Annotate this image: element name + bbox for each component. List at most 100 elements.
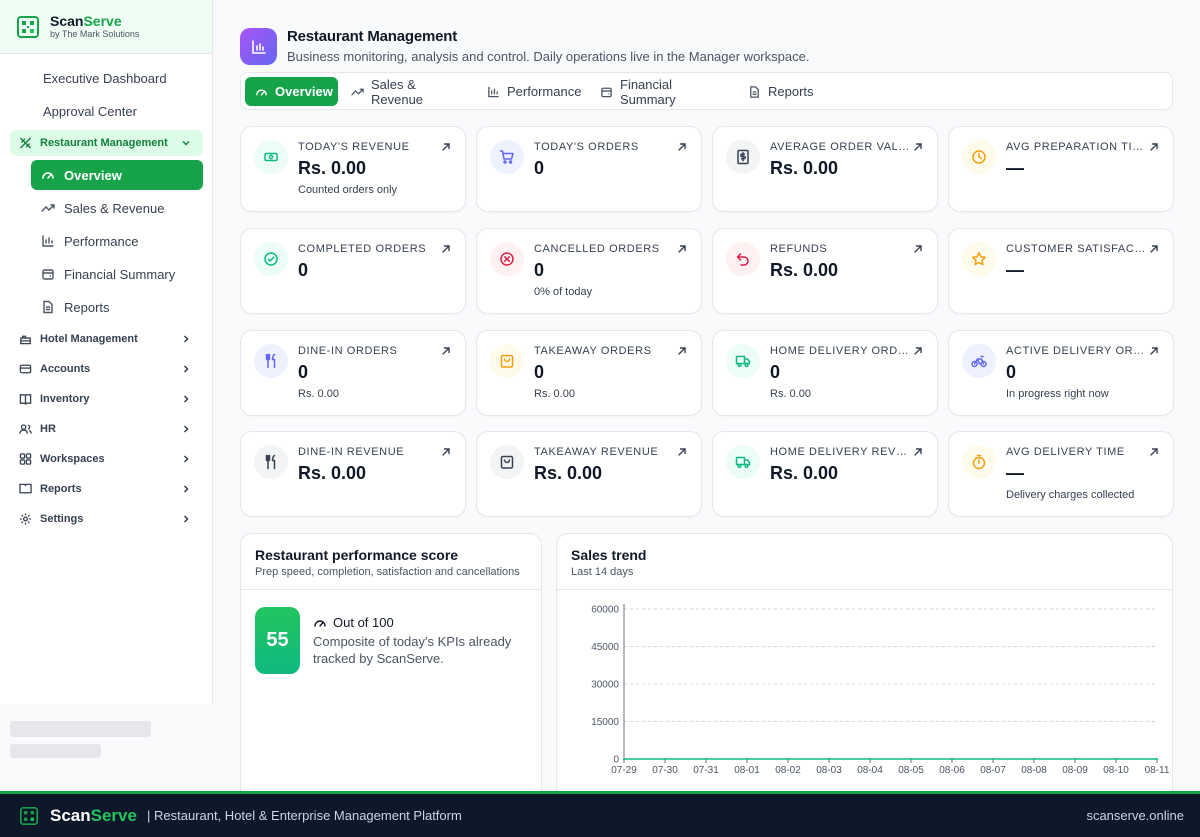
y-tick-label: 0 xyxy=(613,755,619,766)
arrow-up-right-icon[interactable] xyxy=(441,447,451,457)
kpi-card[interactable]: DINE-IN ORDERS 0 Rs. 0.00 xyxy=(240,330,466,416)
x-tick-label: 07-31 xyxy=(693,765,719,776)
sidebar-group-settings[interactable]: Settings xyxy=(10,506,203,532)
kpi-card[interactable]: TODAY'S REVENUE Rs. 0.00 Counted orders on… xyxy=(240,126,466,212)
x-tick-label: 08-03 xyxy=(816,765,842,776)
sidebar-group-restaurant-management[interactable]: Restaurant Management xyxy=(10,130,203,156)
chevron-right-icon xyxy=(183,455,189,463)
kpi-label: TODAY'S ORDERS xyxy=(534,141,639,153)
kpi-card[interactable]: AVERAGE ORDER VALUE Rs. 0.00 xyxy=(712,126,938,212)
tab-performance[interactable]: Performance xyxy=(477,77,583,106)
arrow-up-right-icon[interactable] xyxy=(677,142,687,152)
sidebar-item-label: Approval Center xyxy=(43,103,137,119)
y-tick-label: 45000 xyxy=(591,642,619,653)
x-tick-label: 07-30 xyxy=(652,765,678,776)
timer-icon xyxy=(962,445,996,479)
panel-subtitle: Last 14 days xyxy=(571,566,634,578)
kpi-label: TODAY'S REVENUE xyxy=(298,141,410,153)
arrow-up-right-icon[interactable] xyxy=(677,244,687,254)
kpi-value: — xyxy=(1006,463,1024,483)
kpi-note: Rs. 0.00 xyxy=(770,388,811,400)
page-title: Restaurant Management xyxy=(287,28,458,45)
panel-title: Sales trend xyxy=(571,547,647,563)
check-circle-icon xyxy=(254,242,288,276)
y-tick-label: 60000 xyxy=(591,605,619,616)
chevron-right-icon xyxy=(183,485,189,493)
kpi-card[interactable]: HOME DELIVERY ORDERS 0 Rs. 0.00 xyxy=(712,330,938,416)
kpi-card[interactable]: REFUNDS Rs. 0.00 xyxy=(712,228,938,314)
sidebar-group-label: Settings xyxy=(40,513,84,525)
sidebar-group-label: Reports xyxy=(40,483,82,495)
kpi-note: In progress right now xyxy=(1006,388,1109,400)
tab-sales-revenue[interactable]: Sales & Revenue xyxy=(341,77,467,107)
arrow-up-right-icon[interactable] xyxy=(677,447,687,457)
footer-url[interactable]: scanserve.online xyxy=(1086,808,1184,823)
sidebar-group-workspaces[interactable]: Workspaces xyxy=(10,446,203,472)
sidebar-item-financial-summary[interactable]: Financial Summary xyxy=(31,259,203,289)
kpi-card[interactable]: CANCELLED ORDERS 0 0% of today xyxy=(476,228,702,314)
kpi-card[interactable]: HOME DELIVERY REVENUE Rs. 0.00 xyxy=(712,431,938,517)
tab-label: Reports xyxy=(768,84,814,99)
kpi-card[interactable]: CUSTOMER SATISFACTION — xyxy=(948,228,1174,314)
arrow-up-right-icon[interactable] xyxy=(441,346,451,356)
arrow-up-right-icon[interactable] xyxy=(441,142,451,152)
sidebar-item-executive-dashboard[interactable]: Executive Dashboard xyxy=(10,63,203,93)
kpi-card[interactable]: TAKEAWAY REVENUE Rs. 0.00 xyxy=(476,431,702,517)
tab-financial-summary[interactable]: Financial Summary xyxy=(590,77,730,107)
arrow-up-right-icon[interactable] xyxy=(1149,142,1159,152)
gauge-icon xyxy=(42,172,54,179)
kpi-label: HOME DELIVERY ORDERS xyxy=(770,345,910,357)
kpi-card[interactable]: COMPLETED ORDERS 0 xyxy=(240,228,466,314)
grid-icon xyxy=(19,453,32,465)
sidebar-item-performance[interactable]: Performance xyxy=(31,226,203,256)
sidebar-group-reports[interactable]: Reports xyxy=(10,476,203,502)
loading-skeleton xyxy=(10,744,101,758)
truck-icon xyxy=(726,445,760,479)
arrow-up-right-icon[interactable] xyxy=(1149,447,1159,457)
chevron-right-icon xyxy=(183,425,189,433)
brand[interactable]: ScanServe by The Mark Solutions xyxy=(0,0,212,54)
arrow-up-right-icon[interactable] xyxy=(913,142,923,152)
arrow-up-right-icon[interactable] xyxy=(441,244,451,254)
sidebar-group-accounts[interactable]: Accounts xyxy=(10,356,203,382)
sidebar-item-reports[interactable]: Reports xyxy=(31,292,203,322)
file-icon xyxy=(43,300,53,314)
sidebar-item-sales-revenue[interactable]: Sales & Revenue xyxy=(31,193,203,223)
kpi-card[interactable]: AVG PREPARATION TIME — xyxy=(948,126,1174,212)
kpi-label: COMPLETED ORDERS xyxy=(298,243,427,255)
kpi-card[interactable]: TAKEAWAY ORDERS 0 Rs. 0.00 xyxy=(476,330,702,416)
gauge-icon xyxy=(256,89,267,95)
kpi-label: AVERAGE ORDER VALUE xyxy=(770,141,910,153)
sidebar-group-inventory[interactable]: Inventory xyxy=(10,386,203,412)
kpi-label: TAKEAWAY REVENUE xyxy=(534,446,659,458)
arrow-up-right-icon[interactable] xyxy=(913,244,923,254)
kpi-card[interactable]: DINE-IN REVENUE Rs. 0.00 xyxy=(240,431,466,517)
kpi-note: Rs. 0.00 xyxy=(534,388,575,400)
divider xyxy=(241,589,541,590)
sidebar: ScanServe by The Mark Solutions Executiv… xyxy=(0,0,213,791)
sales-trend-panel: Sales trend Last 14 days 0 15000 30000 4500… xyxy=(556,533,1173,791)
arrow-up-right-icon[interactable] xyxy=(1149,244,1159,254)
kpi-card[interactable]: TODAY'S ORDERS 0 xyxy=(476,126,702,212)
arrow-up-right-icon[interactable] xyxy=(677,346,687,356)
sidebar-item-overview[interactable]: Overview xyxy=(31,160,203,190)
arrow-up-right-icon[interactable] xyxy=(913,346,923,356)
restaurant-app-icon xyxy=(240,28,277,65)
arrow-up-right-icon[interactable] xyxy=(913,447,923,457)
sidebar-item-approval-center[interactable]: Approval Center xyxy=(10,96,203,126)
brand-name: ScanServe xyxy=(50,12,122,29)
utensils-icon xyxy=(254,344,288,378)
arrow-up-right-icon[interactable] xyxy=(1149,346,1159,356)
tab-bar: Overview Sales & Revenue Performance Fin… xyxy=(240,72,1173,110)
chevron-right-icon xyxy=(183,515,189,523)
sidebar-group-hotel-management[interactable]: Hotel Management xyxy=(10,326,203,352)
kpi-value: 0 xyxy=(298,362,309,382)
kpi-card[interactable]: ACTIVE DELIVERY ORDERS 0 In progress right… xyxy=(948,330,1174,416)
tab-reports[interactable]: Reports xyxy=(738,77,818,106)
kpi-value: Rs. 0.00 xyxy=(298,463,367,483)
sidebar-group-hr[interactable]: HR xyxy=(10,416,203,442)
reports-icon xyxy=(19,483,32,494)
tab-overview[interactable]: Overview xyxy=(245,77,338,106)
sidebar-item-label: Overview xyxy=(64,167,122,183)
kpi-card[interactable]: AVG DELIVERY TIME — Delivery charges colle… xyxy=(948,431,1174,517)
